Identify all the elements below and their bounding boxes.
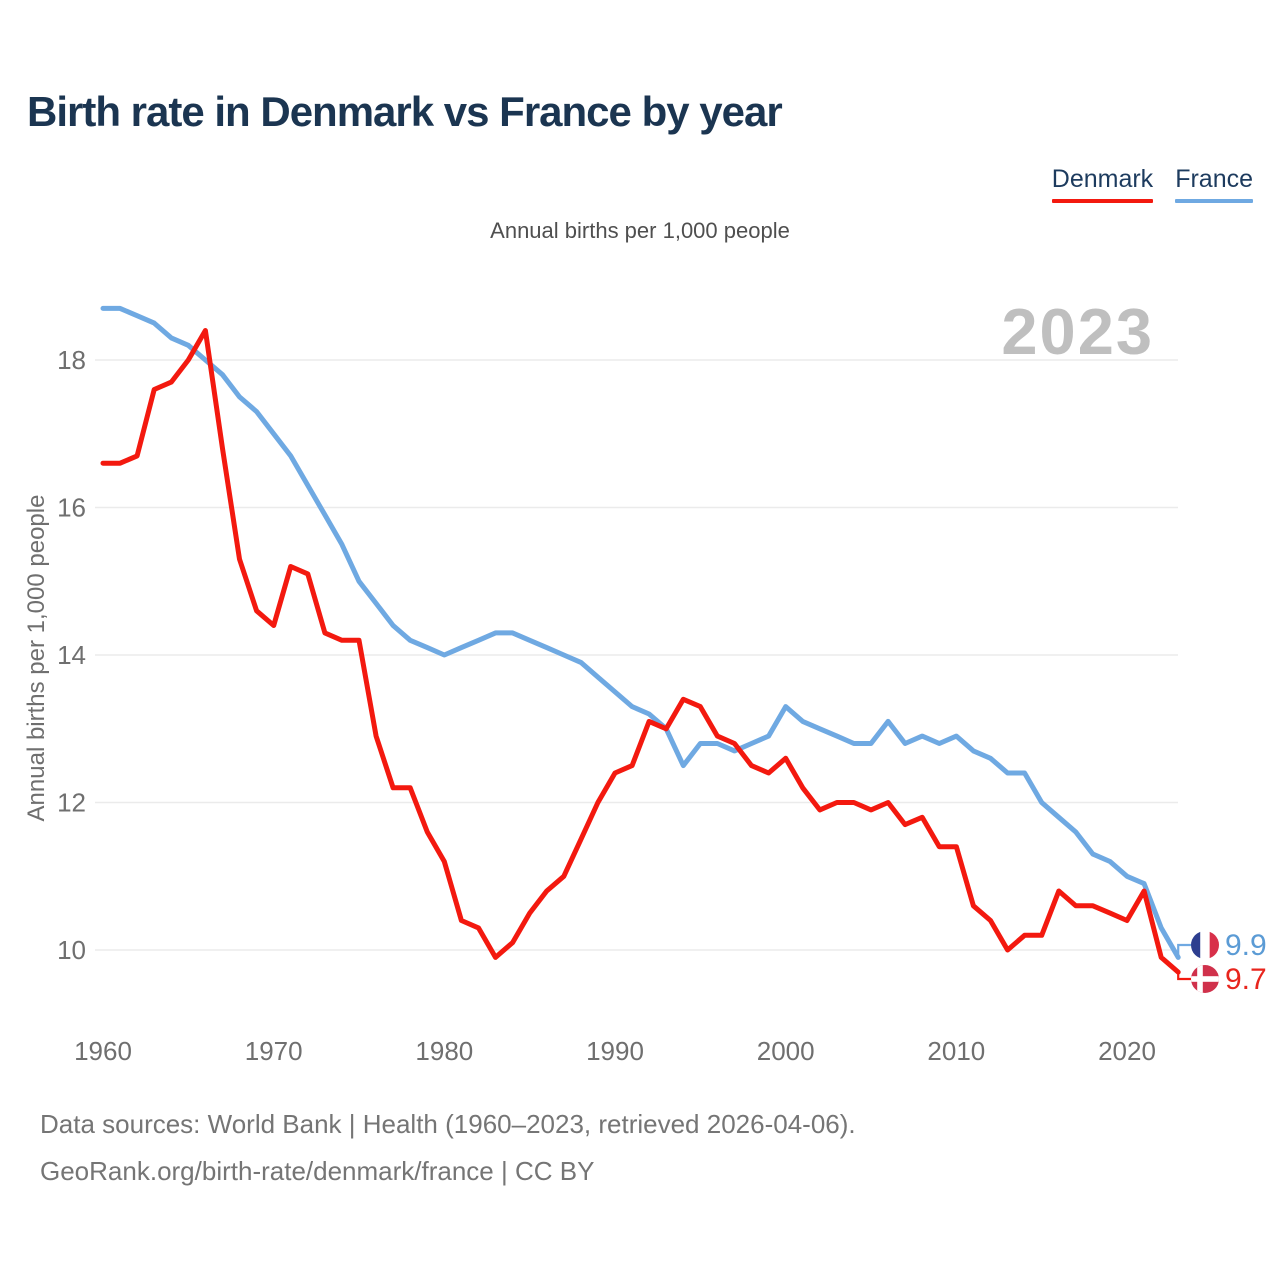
y-tick-label: 10 — [57, 935, 86, 965]
y-tick-label: 18 — [57, 345, 86, 375]
denmark-connector — [1177, 972, 1191, 981]
y-axis-title: Annual births per 1,000 people — [23, 495, 50, 822]
france-flag-icon — [1191, 931, 1219, 959]
page-title: Birth rate in Denmark vs France by year — [27, 88, 783, 135]
denmark-color-swatch — [1051, 199, 1154, 203]
footer: Data sources: World Bank | Health (1960–… — [40, 1101, 856, 1195]
x-tick-label: 1980 — [415, 1036, 473, 1066]
france-line — [100, 305, 1181, 960]
legend-item-france[interactable]: France — [1175, 165, 1253, 203]
france-connector — [1177, 943, 1191, 958]
france-end-value: 9.9 — [1225, 929, 1267, 962]
legend-label-france: France — [1175, 165, 1253, 193]
chart-subtitle: Annual births per 1,000 people — [490, 218, 790, 243]
x-tick-label: 2000 — [757, 1036, 815, 1066]
legend-item-denmark[interactable]: Denmark — [1051, 165, 1154, 203]
x-tick-label: 1970 — [245, 1036, 303, 1066]
legend-label-denmark: Denmark — [1051, 165, 1154, 193]
year-watermark: 2023 — [1001, 295, 1154, 368]
france-color-swatch — [1175, 199, 1253, 203]
x-tick-label: 2020 — [1098, 1036, 1156, 1066]
footer-sources: Data sources: World Bank | Health (1960–… — [40, 1109, 856, 1139]
footer-attribution: GeoRank.org/birth-rate/denmark/france | … — [40, 1156, 595, 1186]
denmark-end-value: 9.7 — [1225, 963, 1267, 996]
y-tick-label: 14 — [57, 640, 86, 670]
y-tick-label: 12 — [57, 788, 86, 818]
x-tick-label: 2010 — [927, 1036, 985, 1066]
x-tick-label: 1990 — [586, 1036, 644, 1066]
x-tick-label: 1960 — [74, 1036, 132, 1066]
denmark-flag-icon — [1191, 965, 1219, 993]
y-tick-label: 16 — [57, 493, 86, 523]
legend: Denmark France — [1051, 165, 1253, 203]
denmark-line — [100, 328, 1181, 975]
